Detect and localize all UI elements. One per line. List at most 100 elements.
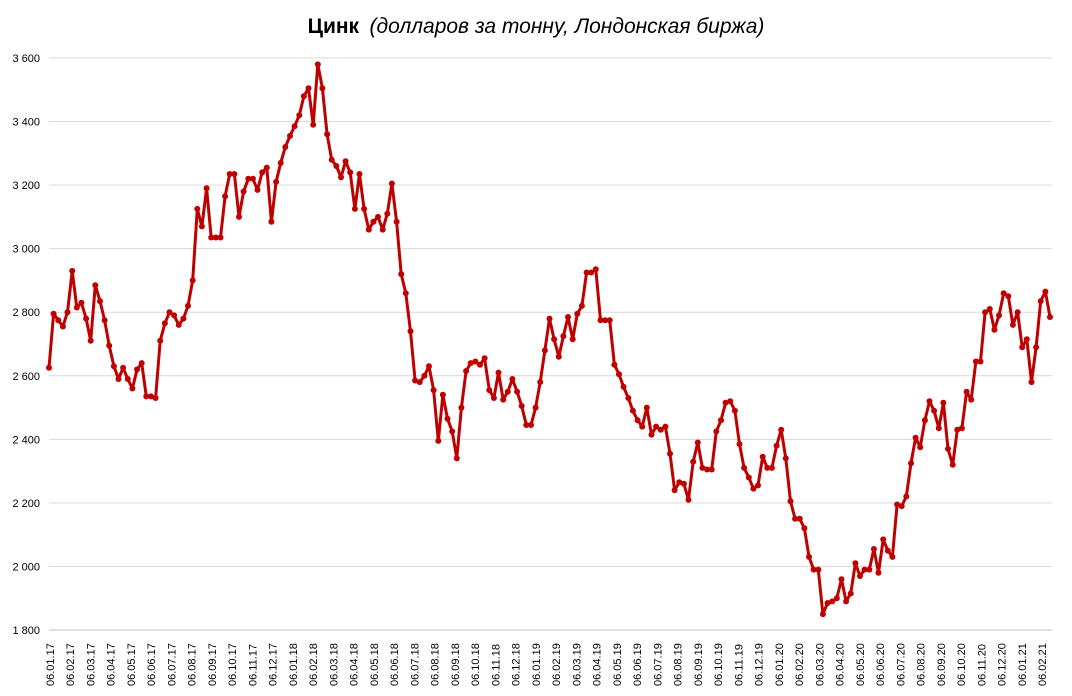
x-tick-label: 06.03.19 [571, 643, 583, 686]
data-point [472, 358, 479, 365]
data-point [528, 422, 534, 428]
data-point [713, 428, 720, 435]
data-point [1033, 344, 1040, 351]
x-tick-label: 06.02.19 [551, 643, 563, 686]
data-point [958, 425, 965, 432]
data-point [1042, 288, 1049, 295]
x-tick-label: 06.02.17 [65, 643, 77, 686]
y-tick-label: 2 800 [12, 307, 40, 319]
data-point [912, 434, 919, 441]
x-tick-label: 06.07.19 [652, 643, 664, 686]
data-point [838, 576, 845, 583]
x-tick-label: 06.02.21 [1037, 643, 1049, 686]
x-tick-label: 06.12.20 [997, 643, 1009, 686]
data-point [268, 218, 275, 225]
data-point [115, 376, 122, 382]
data-point [78, 299, 85, 306]
x-tick-label: 06.12.19 [754, 643, 766, 686]
x-tick-label: 06.06.18 [389, 643, 401, 686]
data-point [310, 121, 317, 128]
data-point [643, 404, 650, 411]
x-tick-label: 06.01.19 [531, 643, 543, 686]
x-tick-label: 06.06.20 [875, 643, 887, 686]
data-point [676, 479, 683, 486]
data-point [694, 439, 701, 446]
data-point [370, 218, 377, 225]
data-point [212, 234, 219, 241]
data-point [273, 178, 280, 185]
data-point [50, 310, 57, 317]
data-point [583, 269, 590, 276]
data-point [565, 314, 571, 320]
data-point [393, 218, 400, 225]
data-point [787, 498, 794, 505]
data-point [157, 337, 164, 344]
data-point [453, 455, 460, 462]
data-point [991, 326, 998, 333]
data-point [222, 193, 229, 200]
data-point [504, 388, 511, 395]
data-point [894, 501, 901, 508]
data-point [722, 399, 729, 406]
data-point [996, 312, 1002, 319]
x-tick-label: 06.08.20 [916, 643, 928, 686]
data-point [926, 398, 933, 405]
data-point [1019, 344, 1026, 351]
data-point [129, 385, 136, 392]
data-point [592, 266, 599, 273]
data-point [259, 169, 266, 176]
data-point [546, 315, 553, 322]
x-tick-label: 06.01.21 [1017, 643, 1029, 686]
data-point [1047, 314, 1053, 320]
data-point [338, 174, 344, 181]
data-point [1005, 293, 1012, 300]
data-point [282, 144, 289, 150]
data-point [458, 404, 465, 411]
data-point [667, 450, 673, 457]
y-tick-label: 3 200 [12, 180, 40, 192]
data-point [287, 132, 293, 139]
x-tick-label: 06.08.19 [673, 643, 685, 686]
x-tick-label: 06.01.20 [774, 643, 786, 686]
data-point [185, 302, 191, 309]
data-point [685, 496, 692, 503]
data-point [296, 112, 303, 119]
data-point [1028, 379, 1035, 386]
data-point [1009, 321, 1016, 328]
data-point [388, 180, 395, 187]
data-point [291, 123, 298, 130]
series-zinc [46, 61, 1053, 618]
data-point [92, 282, 99, 289]
x-tick-label: 06.11.17 [247, 644, 259, 686]
x-tick-label: 06.03.18 [328, 643, 340, 686]
data-point [597, 317, 604, 324]
data-point [407, 328, 414, 335]
data-point [875, 569, 882, 576]
data-point [254, 186, 261, 193]
x-tick-label: 06.11.19 [733, 644, 745, 686]
data-point [101, 317, 108, 324]
data-point [574, 310, 581, 317]
data-point [356, 171, 363, 177]
data-point [755, 482, 761, 489]
x-tick-label: 06.05.20 [855, 643, 867, 686]
data-point [83, 315, 90, 322]
data-point [625, 395, 632, 401]
data-point [718, 417, 724, 424]
data-point [106, 342, 113, 349]
data-point [203, 185, 210, 192]
data-point [921, 417, 928, 424]
data-point [690, 458, 697, 465]
data-point [490, 395, 497, 401]
data-point [704, 466, 711, 473]
data-point [699, 464, 706, 471]
data-point [189, 277, 196, 284]
data-point [708, 466, 715, 473]
data-point [801, 525, 808, 532]
data-point [430, 387, 437, 394]
data-point [560, 333, 567, 340]
data-point [945, 445, 951, 452]
data-point [509, 376, 516, 382]
